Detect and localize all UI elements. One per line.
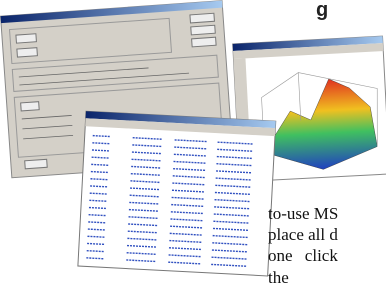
text-line: to-use MS [268,204,338,223]
text-line: the [268,268,289,286]
heading: g [316,0,328,21]
table-window [78,111,276,276]
text-line: place all d [268,225,338,244]
text-line: one click [268,246,338,265]
collage: g to-use MS place all d one click the [0,0,386,286]
text-block: to-use MS place all d one click the [268,204,338,286]
